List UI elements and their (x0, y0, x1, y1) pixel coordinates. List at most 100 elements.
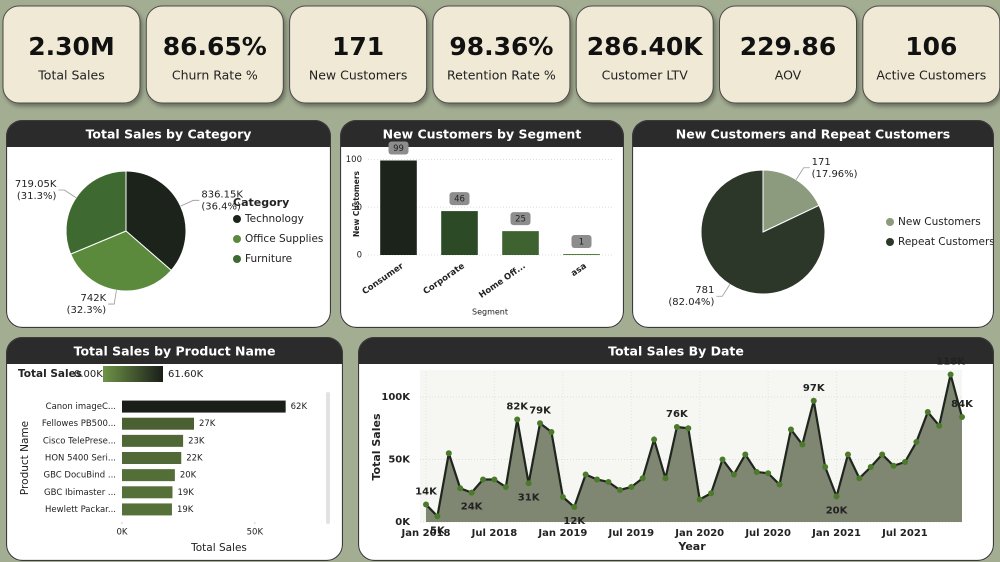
marker (502, 484, 509, 490)
marker (628, 484, 635, 490)
marker (924, 409, 931, 415)
bar (122, 400, 286, 413)
data-label: 82K (506, 402, 529, 413)
data-label: 781 (695, 285, 714, 296)
marker (742, 451, 749, 458)
chart-title: New Customers by Segment (383, 127, 582, 142)
data-label: 836.15K (201, 189, 243, 200)
kpi-label: Active Customers (876, 68, 986, 83)
data-label: 23K (188, 436, 205, 446)
marker (947, 371, 954, 378)
bar (380, 160, 417, 255)
marker (571, 504, 578, 510)
marker (913, 439, 920, 445)
marker (696, 496, 703, 503)
pie-slice (125, 170, 187, 272)
data-label: 24K (461, 502, 484, 513)
panels: Total Sales by Category 836.15K(36.4%) 742… (6, 120, 995, 561)
marker (651, 436, 658, 443)
marker (753, 469, 760, 475)
chart-title: Total Sales by Category (86, 127, 252, 142)
bar (502, 231, 539, 255)
data-label: 27K (199, 419, 216, 429)
bar (122, 486, 173, 499)
legend-label: Furniture (245, 253, 292, 265)
x-axis-title: Segment (472, 308, 508, 317)
marker (844, 451, 851, 458)
panel-border (6, 337, 343, 561)
marker (833, 493, 840, 500)
marker (765, 470, 772, 477)
pie-slice (762, 169, 820, 233)
marker (605, 479, 612, 485)
legend-title: Category (233, 196, 289, 209)
marker (787, 426, 794, 433)
marker (959, 414, 965, 420)
kpi-value: 229.86 (740, 32, 836, 61)
legend-swatch (886, 218, 894, 226)
data-label: 20K (180, 471, 197, 481)
kpi-row: 2.30M Total Sales 86.65% Churn Rate % 171 New… (2, 5, 1000, 104)
kpi-value: 171 (332, 32, 384, 61)
pie-slice (65, 170, 127, 255)
color-legend-bar (103, 366, 163, 382)
kpi-label: AOV (775, 68, 802, 83)
marker (856, 475, 863, 482)
panel-header (6, 120, 331, 147)
x-tick-label: Jan 2019 (537, 528, 587, 539)
bar (122, 434, 184, 447)
bar (122, 469, 175, 482)
chart-panel: New Customers and Repeat Customers 171(17… (632, 120, 995, 328)
panel-header (632, 120, 994, 147)
marker (616, 487, 623, 493)
leader-line (795, 167, 810, 180)
y-tick-label: Hewlett Packar... (45, 505, 116, 515)
legend-label: Office Supplies (245, 233, 323, 245)
kpi-card (2, 5, 141, 104)
leader-line (716, 284, 731, 297)
panel-header (358, 337, 994, 364)
bar (122, 503, 172, 516)
data-label: 1 (579, 238, 584, 248)
kpi-label: New Customers (309, 68, 407, 83)
kpi-card (719, 5, 857, 104)
y-tick-label: GBC DocuBind ... (44, 471, 117, 481)
y-tick-label: Fellowes PB500... (42, 419, 116, 429)
legend-label: Repeat Customers (898, 236, 995, 248)
x-tick-label: Jan 2018 (401, 528, 451, 539)
data-label-box (388, 141, 409, 155)
marker (445, 450, 452, 457)
data-label: 76K (666, 409, 689, 420)
marker (936, 422, 943, 429)
data-label: 31K (518, 492, 541, 503)
data-label: 19K (177, 505, 194, 515)
leader-line (108, 290, 117, 305)
data-label: 99 (393, 144, 404, 154)
x-tick-label: Jul 2021 (881, 528, 928, 539)
data-label-box (571, 235, 592, 249)
kpi-label: Retention Rate % (447, 68, 556, 83)
marker (810, 397, 817, 404)
data-label-percent: (82.04%) (668, 297, 714, 308)
marker (685, 425, 692, 432)
marker (799, 441, 806, 448)
panel-border (358, 337, 994, 561)
color-legend-title: Total Sales (18, 368, 82, 380)
marker (548, 429, 555, 435)
y-axis-title: Total Sales (370, 413, 383, 480)
marker (708, 490, 715, 497)
data-label: 5K (430, 525, 446, 536)
y-tick-label: GBC Ibimaster ... (44, 488, 116, 498)
y-tick-label: Canon imageC... (46, 402, 116, 412)
data-label: 62K (291, 402, 308, 412)
marker (537, 420, 544, 427)
panel-header (340, 120, 624, 147)
data-label: 742K (81, 293, 107, 304)
data-label: 14K (415, 487, 438, 498)
kpi-card (575, 5, 714, 104)
marker (491, 476, 498, 483)
x-tick-label: 0K (117, 528, 128, 538)
data-label: 719.05K (15, 179, 57, 190)
pie-slice (700, 169, 826, 295)
data-label: 46 (454, 195, 465, 205)
